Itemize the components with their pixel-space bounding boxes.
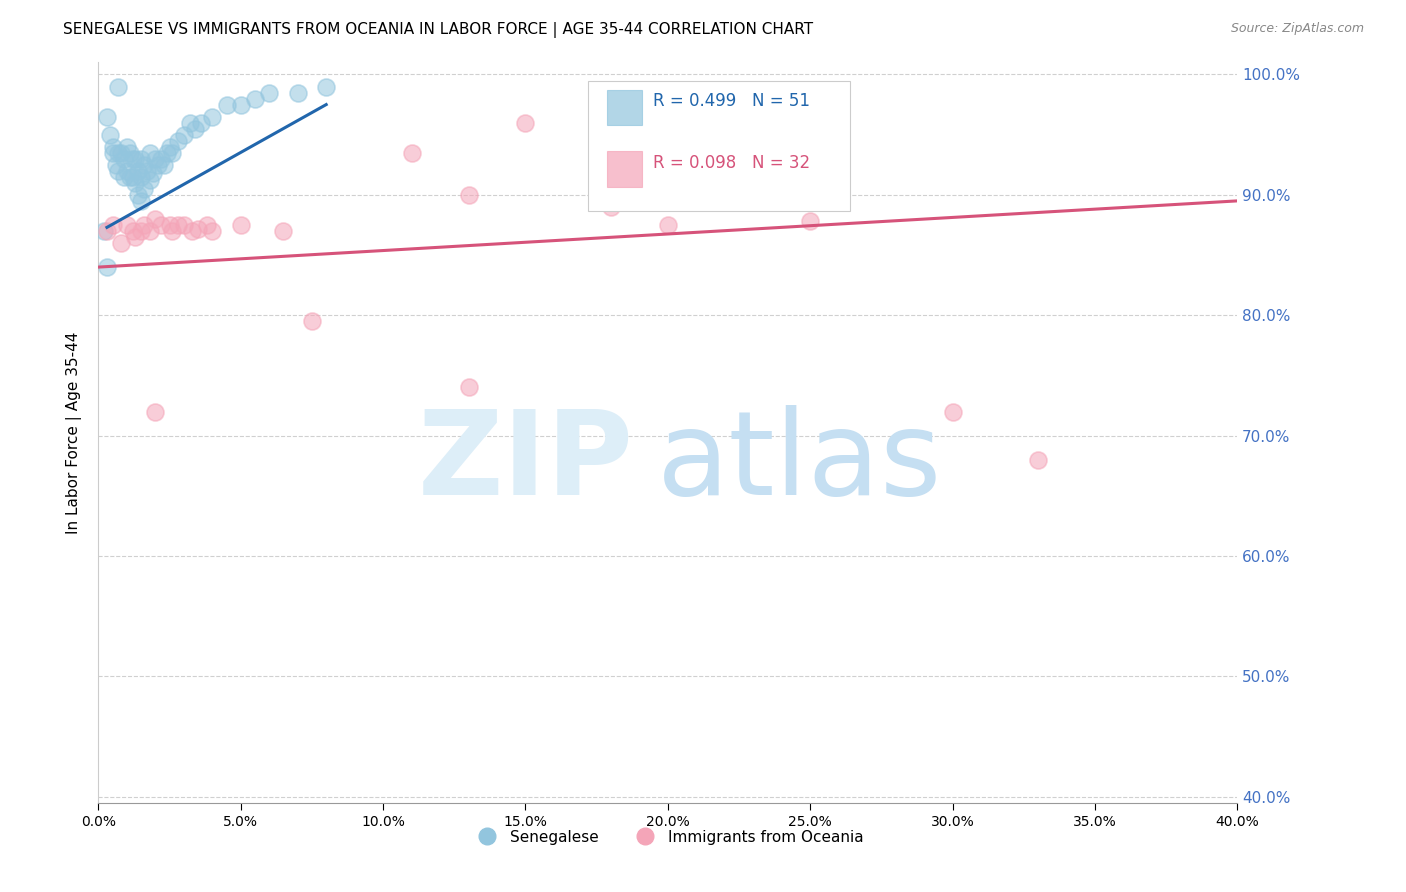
Point <box>112 152 135 166</box>
Point <box>124 176 146 190</box>
Point <box>121 169 143 184</box>
Point <box>457 187 479 202</box>
Point <box>132 182 155 196</box>
Point <box>118 169 141 184</box>
Point <box>167 218 190 232</box>
Point <box>657 218 679 232</box>
Point <box>457 380 479 394</box>
Point <box>138 145 160 160</box>
Point <box>101 139 124 153</box>
Point <box>129 169 152 184</box>
Point <box>115 218 138 232</box>
Point <box>150 218 173 232</box>
Point <box>107 163 129 178</box>
Point <box>110 235 132 250</box>
Bar <box>607 90 641 126</box>
Point <box>124 230 146 244</box>
Point <box>124 152 146 166</box>
Point <box>148 158 170 172</box>
Point <box>287 86 309 100</box>
Point <box>98 128 121 142</box>
Point <box>129 194 152 208</box>
Point <box>195 218 218 232</box>
Point <box>104 158 127 172</box>
Point <box>132 158 155 172</box>
Point <box>145 152 167 166</box>
Point <box>115 139 138 153</box>
Point <box>96 224 118 238</box>
Point <box>153 158 176 172</box>
Point <box>129 224 152 238</box>
Point <box>107 145 129 160</box>
Text: R = 0.098   N = 32: R = 0.098 N = 32 <box>652 153 810 171</box>
Point <box>187 221 209 235</box>
Point <box>129 152 152 166</box>
Point <box>190 115 212 129</box>
Point <box>115 163 138 178</box>
Point <box>110 145 132 160</box>
Point <box>799 214 821 228</box>
Point <box>273 224 295 238</box>
Point <box>101 218 124 232</box>
Point <box>159 139 181 153</box>
Point <box>515 115 537 129</box>
Point <box>162 224 184 238</box>
Point <box>96 260 118 274</box>
Point <box>159 218 181 232</box>
Text: SENEGALESE VS IMMIGRANTS FROM OCEANIA IN LABOR FORCE | AGE 35-44 CORRELATION CHA: SENEGALESE VS IMMIGRANTS FROM OCEANIA IN… <box>63 22 814 38</box>
Point <box>156 145 179 160</box>
Point <box>101 145 124 160</box>
Point <box>315 79 337 94</box>
Bar <box>607 152 641 186</box>
Point <box>173 128 195 142</box>
Point <box>600 200 623 214</box>
Point <box>150 152 173 166</box>
Legend: Senegalese, Immigrants from Oceania: Senegalese, Immigrants from Oceania <box>465 823 870 851</box>
Point <box>181 224 204 238</box>
Point <box>942 404 965 418</box>
Text: Source: ZipAtlas.com: Source: ZipAtlas.com <box>1230 22 1364 36</box>
Point <box>127 163 149 178</box>
Point <box>301 314 323 328</box>
Point <box>145 211 167 226</box>
Point <box>243 91 266 105</box>
Point <box>141 166 163 180</box>
Point <box>118 145 141 160</box>
Point <box>229 97 252 112</box>
Point <box>107 79 129 94</box>
Point <box>162 145 184 160</box>
Point <box>121 224 143 238</box>
Point <box>127 187 149 202</box>
Y-axis label: In Labor Force | Age 35-44: In Labor Force | Age 35-44 <box>66 332 83 533</box>
Point <box>259 86 281 100</box>
Point <box>93 224 115 238</box>
Point <box>112 169 135 184</box>
Text: R = 0.499   N = 51: R = 0.499 N = 51 <box>652 92 810 110</box>
FancyBboxPatch shape <box>588 81 851 211</box>
Point <box>184 121 207 136</box>
Point <box>132 218 155 232</box>
Point <box>145 404 167 418</box>
Text: ZIP: ZIP <box>418 405 634 520</box>
Point <box>121 152 143 166</box>
Point <box>229 218 252 232</box>
Point <box>201 224 224 238</box>
Point <box>138 173 160 187</box>
Point <box>401 145 423 160</box>
Point <box>135 163 157 178</box>
Point <box>173 218 195 232</box>
Point <box>215 97 238 112</box>
Point <box>1026 452 1049 467</box>
Point <box>138 224 160 238</box>
Text: atlas: atlas <box>657 405 942 520</box>
Point <box>96 110 118 124</box>
Point <box>179 115 201 129</box>
Point <box>167 134 190 148</box>
Point <box>201 110 224 124</box>
